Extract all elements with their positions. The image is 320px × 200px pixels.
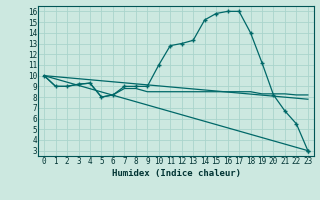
X-axis label: Humidex (Indice chaleur): Humidex (Indice chaleur) bbox=[111, 169, 241, 178]
